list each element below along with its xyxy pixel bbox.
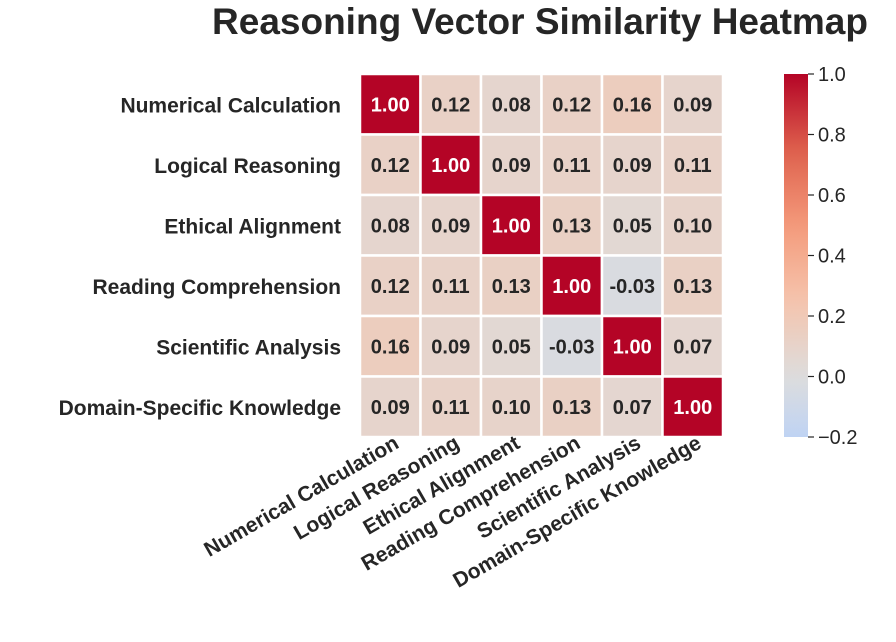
row-label-numerical-calculation: Numerical Calculation (120, 94, 341, 117)
cell-value-r5-c2: 0.10 (492, 397, 531, 419)
heatmap-cell-r3-c2 (479, 254, 543, 318)
cell-value-r0-c3: 0.12 (552, 94, 591, 116)
cell-value-r3-c5: 0.13 (673, 276, 712, 298)
heatmap-cell-r4-c5 (661, 314, 725, 378)
cell-value-r1-c0: 0.12 (371, 155, 410, 177)
colorbar-tick-label: −0.2 (818, 427, 857, 449)
heatmap-cell-r2-c1 (419, 193, 483, 257)
cell-value-r1-c4: 0.09 (613, 155, 652, 177)
row-labels: Numerical Calculation Logical Reasoning Et… (59, 94, 341, 420)
cell-value-r5-c5: 1.00 (673, 397, 712, 419)
cell-value-r2-c4: 0.05 (613, 215, 652, 237)
heatmap-cell-r5-c0 (358, 375, 422, 439)
heatmap-cell-r3-c1 (419, 254, 483, 318)
cell-value-r3-c1: 0.11 (432, 276, 470, 298)
colorbar-gradient (784, 74, 808, 437)
cell-value-r2-c2: 1.00 (492, 215, 531, 237)
cell-value-r3-c0: 0.12 (371, 276, 410, 298)
cell-value-r2-c5: 0.10 (673, 215, 712, 237)
cell-value-r5-c0: 0.09 (371, 397, 410, 419)
colorbar-tick-label: 0.4 (818, 246, 846, 268)
row-label-ethical-alignment: Ethical Alignment (164, 215, 341, 238)
cell-value-r1-c1: 1.00 (431, 155, 470, 177)
colorbar-tick-label: 1.0 (818, 64, 846, 86)
cell-value-r4-c0: 0.16 (371, 336, 410, 358)
cell-value-r0-c4: 0.16 (613, 94, 652, 116)
heatmap-cell-r5-c3 (540, 375, 604, 439)
heatmap-grid: 1.00 0.12 0.08 0.12 0.16 0.09 0.12 1.00 0.09 0.11… (358, 72, 725, 439)
heatmap-cell-r5-c4 (600, 375, 664, 439)
row-label-reading-comprehension: Reading Comprehension (92, 276, 341, 299)
cell-value-r4-c2: 0.05 (492, 336, 531, 358)
row-label-scientific-analysis: Scientific Analysis (156, 336, 341, 359)
cell-value-r0-c1: 0.12 (431, 94, 470, 116)
colorbar: 1.0 0.8 0.6 0.4 0.2 0.0 −0.2 (784, 64, 857, 449)
cell-value-r0-c2: 0.08 (492, 94, 531, 116)
colorbar-tick-label: 0.6 (818, 185, 846, 207)
heatmap-cell-r3-c5 (661, 254, 725, 318)
heatmap-cell-r4-c2 (479, 314, 543, 378)
heatmap-cell-r1-c3 (540, 133, 604, 197)
heatmap-cell-r2-c3 (540, 193, 604, 257)
colorbar-tick-label: 0.0 (818, 367, 846, 389)
cell-value-r2-c1: 0.09 (431, 215, 470, 237)
colorbar-tick-label: 0.8 (818, 125, 846, 147)
cell-value-r4-c5: 0.07 (673, 336, 712, 358)
cell-value-r4-c1: 0.09 (431, 336, 470, 358)
cell-value-r3-c2: 0.13 (492, 276, 531, 298)
heatmap-cell-r5-c5 (661, 375, 725, 439)
heatmap-cell-r4-c4 (600, 314, 664, 378)
chart-title: Reasoning Vector Similarity Heatmap (212, 1, 868, 42)
heatmap-cell-r3-c4 (600, 254, 664, 318)
cell-value-r5-c1: 0.11 (432, 397, 470, 419)
heatmap-cell-r0-c5 (661, 72, 725, 136)
cell-value-r5-c4: 0.07 (613, 397, 652, 419)
cell-value-r0-c5: 0.09 (673, 94, 712, 116)
cell-value-r3-c4: -0.03 (609, 276, 655, 298)
heatmap-cell-r1-c1 (419, 133, 483, 197)
cell-value-r1-c5: 0.11 (674, 155, 712, 177)
heatmap-cell-r3-c3 (540, 254, 604, 318)
heatmap-cell-r1-c5 (661, 133, 725, 197)
cell-value-r4-c3: -0.03 (549, 336, 595, 358)
heatmap-cell-r3-c0 (358, 254, 422, 318)
cell-value-r1-c2: 0.09 (492, 155, 531, 177)
colorbar-tick-label: 0.2 (818, 306, 846, 328)
cell-value-r5-c3: 0.13 (552, 397, 591, 419)
row-label-domain-specific-knowledge: Domain-Specific Knowledge (59, 397, 341, 420)
cell-value-r0-c0: 1.00 (371, 94, 410, 116)
cell-value-r2-c0: 0.08 (371, 215, 410, 237)
cell-value-r1-c3: 0.11 (553, 155, 591, 177)
row-label-logical-reasoning: Logical Reasoning (154, 155, 341, 178)
heatmap-cell-r2-c4 (600, 193, 664, 257)
cell-value-r4-c4: 1.00 (613, 336, 652, 358)
cell-value-r3-c3: 1.00 (552, 276, 591, 298)
cell-value-r2-c3: 0.13 (552, 215, 591, 237)
